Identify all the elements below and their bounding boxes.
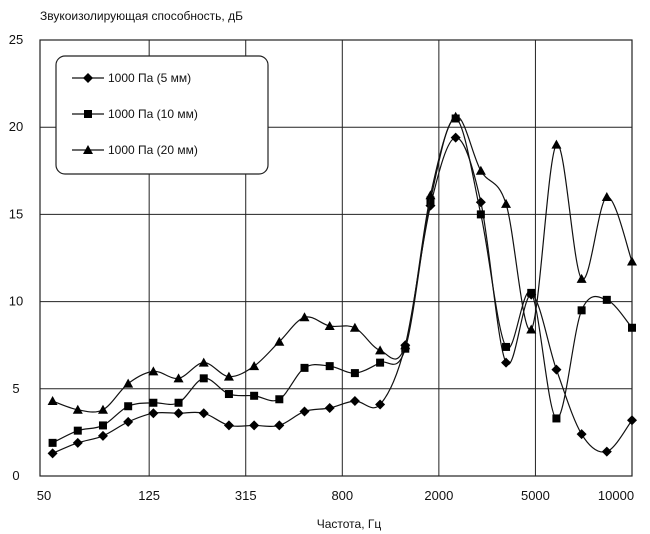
data-point [274, 420, 285, 431]
data-point [275, 395, 284, 404]
data-point [526, 324, 537, 334]
data-point [198, 357, 209, 367]
data-point [299, 312, 310, 322]
x-tick-labels: 50 125 315 800 2000 5000 10000 [37, 488, 634, 503]
y-tick-label: 25 [9, 32, 23, 47]
data-point [376, 358, 385, 367]
data-point [149, 398, 158, 407]
data-point [124, 402, 133, 411]
data-point [628, 323, 636, 332]
data-point [551, 364, 562, 375]
data-point [299, 406, 310, 417]
data-point [501, 198, 512, 208]
data-point [450, 132, 461, 143]
data-point [324, 402, 335, 413]
y-tick-label: 5 [12, 381, 19, 396]
y-tick-labels: 0 5 10 15 20 25 [9, 32, 23, 483]
data-point [300, 363, 309, 372]
data-point [601, 446, 612, 457]
series-3 [47, 111, 637, 414]
x-tick-label: 125 [138, 488, 160, 503]
data-point [349, 396, 360, 407]
legend-label: 1000 Па (20 мм) [108, 143, 198, 157]
data-point [350, 369, 359, 378]
series-layer [47, 111, 637, 459]
x-tick-label: 50 [37, 488, 51, 503]
y-tick-label: 15 [9, 206, 23, 221]
series-line [52, 117, 633, 444]
data-point [576, 273, 587, 283]
data-point [83, 73, 93, 83]
data-point [274, 336, 285, 346]
x-tick-label: 2000 [424, 488, 453, 503]
y-tick-label: 20 [9, 119, 23, 134]
x-tick-label: 10000 [598, 488, 634, 503]
data-point [224, 390, 233, 399]
data-point [223, 420, 234, 431]
y-tick-label: 10 [9, 294, 23, 309]
data-point [173, 408, 184, 419]
data-point [73, 426, 82, 435]
data-point [576, 429, 587, 440]
data-point [502, 342, 511, 351]
data-point [375, 399, 386, 410]
data-point [48, 438, 57, 447]
data-point [527, 288, 536, 297]
data-point [375, 345, 386, 355]
legend-box [55, 55, 269, 175]
y-tick-label: 0 [12, 468, 19, 483]
data-point [400, 340, 411, 350]
data-point [123, 416, 134, 427]
data-point [123, 378, 134, 388]
legend-item: 1000 Па (5 мм) [72, 71, 191, 85]
data-point [47, 396, 58, 406]
data-point [198, 408, 209, 419]
data-point [324, 321, 335, 331]
data-point [250, 391, 259, 400]
x-tick-label: 315 [235, 488, 257, 503]
data-point [249, 361, 260, 371]
data-point [627, 415, 637, 426]
data-point [325, 362, 334, 371]
x-axis-title: Частота, Гц [317, 517, 382, 531]
data-point [475, 165, 486, 175]
data-point [577, 306, 586, 315]
data-point [627, 256, 637, 266]
data-point [83, 145, 93, 154]
legend-label: 1000 Па (5 мм) [108, 71, 191, 85]
data-point [425, 190, 436, 200]
data-point [47, 448, 58, 459]
data-point [174, 398, 183, 407]
data-point [98, 421, 107, 430]
data-point [173, 373, 184, 383]
legend: 1000 Па (5 мм) 1000 Па (10 мм) 1000 Па (20… [55, 55, 269, 175]
data-point [97, 430, 108, 441]
data-point [249, 420, 260, 431]
data-point [148, 408, 159, 419]
data-point [476, 210, 485, 219]
data-point [601, 191, 612, 201]
data-point [501, 357, 512, 368]
data-point [426, 196, 435, 205]
data-point [72, 437, 83, 448]
x-tick-label: 800 [331, 488, 353, 503]
legend-item: 1000 Па (10 мм) [72, 107, 198, 121]
x-tick-label: 5000 [521, 488, 550, 503]
data-point [199, 374, 208, 383]
data-point [72, 404, 83, 414]
data-point [551, 139, 562, 149]
data-point [148, 366, 159, 376]
legend-item: 1000 Па (20 мм) [72, 143, 198, 157]
data-point [552, 414, 561, 423]
data-point [84, 110, 92, 118]
data-point [450, 111, 461, 121]
legend-label: 1000 Па (10 мм) [108, 107, 198, 121]
data-point [349, 322, 360, 332]
data-point [223, 371, 234, 381]
data-point [602, 295, 611, 304]
y-axis-title: Звукоизолирующая способность, дБ [40, 9, 243, 23]
data-point [97, 404, 108, 414]
